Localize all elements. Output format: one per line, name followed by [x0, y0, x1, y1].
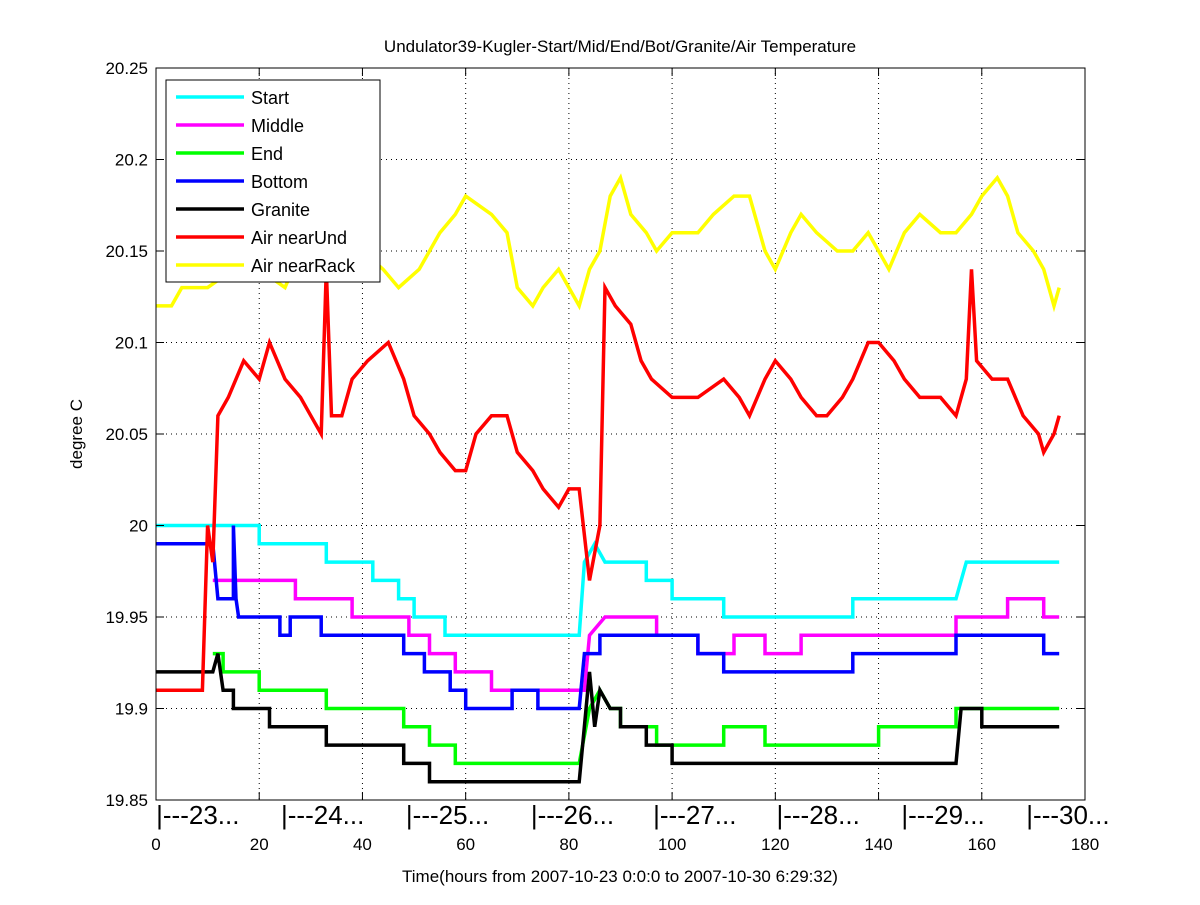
x-tick-label: 40 — [353, 835, 372, 854]
legend-label: Air nearUnd — [251, 228, 347, 248]
y-ticks: 19.85 19.9 19.95 20 20.05 20.1 20.15 20.2 20.25 — [105, 59, 1085, 810]
y-tick-label: 20.25 — [105, 59, 148, 78]
y-tick-label: 20 — [129, 517, 148, 536]
y-tick-label: 20.15 — [105, 242, 148, 261]
x-tick-label: 140 — [864, 835, 892, 854]
legend-label: Bottom — [251, 172, 308, 192]
x-axis-label: Time(hours from 2007-10-23 0:0:0 to 2007… — [402, 867, 838, 886]
x-tick-label: 180 — [1071, 835, 1099, 854]
series-line-middle — [212, 578, 1060, 692]
day-marker: |---30... — [1026, 800, 1109, 830]
y-tick-label: 20.1 — [115, 334, 148, 353]
day-marker: |---29... — [901, 800, 984, 830]
x-tick-label: 120 — [761, 835, 789, 854]
series-line-bottom — [156, 525, 1060, 711]
x-tick-label: 60 — [456, 835, 475, 854]
day-marker: |---27... — [653, 800, 736, 830]
legend-label: Middle — [251, 116, 304, 136]
day-marker: |---26... — [531, 800, 614, 830]
series-line-air-nearund — [156, 269, 1061, 692]
chart-title: Undulator39-Kugler-Start/Mid/End/Bot/Gra… — [384, 37, 856, 56]
y-axis-label: degree C — [67, 399, 86, 469]
legend-label: End — [251, 144, 283, 164]
day-marker: |---24... — [281, 800, 364, 830]
y-tick-label: 20.05 — [105, 425, 148, 444]
x-tick-label: 20 — [250, 835, 269, 854]
series-lines — [156, 173, 1061, 784]
day-marker: |---23... — [156, 800, 239, 830]
legend-label: Granite — [251, 200, 310, 220]
legend-label: Start — [251, 88, 289, 108]
x-tick-label: 100 — [658, 835, 686, 854]
x-tick-label: 0 — [151, 835, 160, 854]
day-marker: |---28... — [776, 800, 859, 830]
x-tick-label: 160 — [968, 835, 996, 854]
day-markers: |---23... |---24... |---25... |---26... |---… — [156, 800, 1109, 830]
grid — [156, 68, 1085, 800]
x-tick-label: 80 — [559, 835, 578, 854]
x-ticks: 0 20 40 60 80 100 120 140 160 180 — [151, 68, 1099, 854]
y-tick-label: 19.85 — [105, 791, 148, 810]
day-marker: |---25... — [406, 800, 489, 830]
y-tick-label: 19.9 — [115, 700, 148, 719]
legend-label: Air nearRack — [251, 256, 356, 276]
series-line-end — [212, 651, 1060, 766]
series-line-granite — [156, 653, 1060, 784]
y-tick-label: 19.95 — [105, 608, 148, 627]
y-tick-label: 20.2 — [115, 151, 148, 170]
series-line-start — [156, 523, 1060, 638]
legend: Start Middle End Bottom Granite Air nearUnd Ai… — [165, 79, 381, 283]
